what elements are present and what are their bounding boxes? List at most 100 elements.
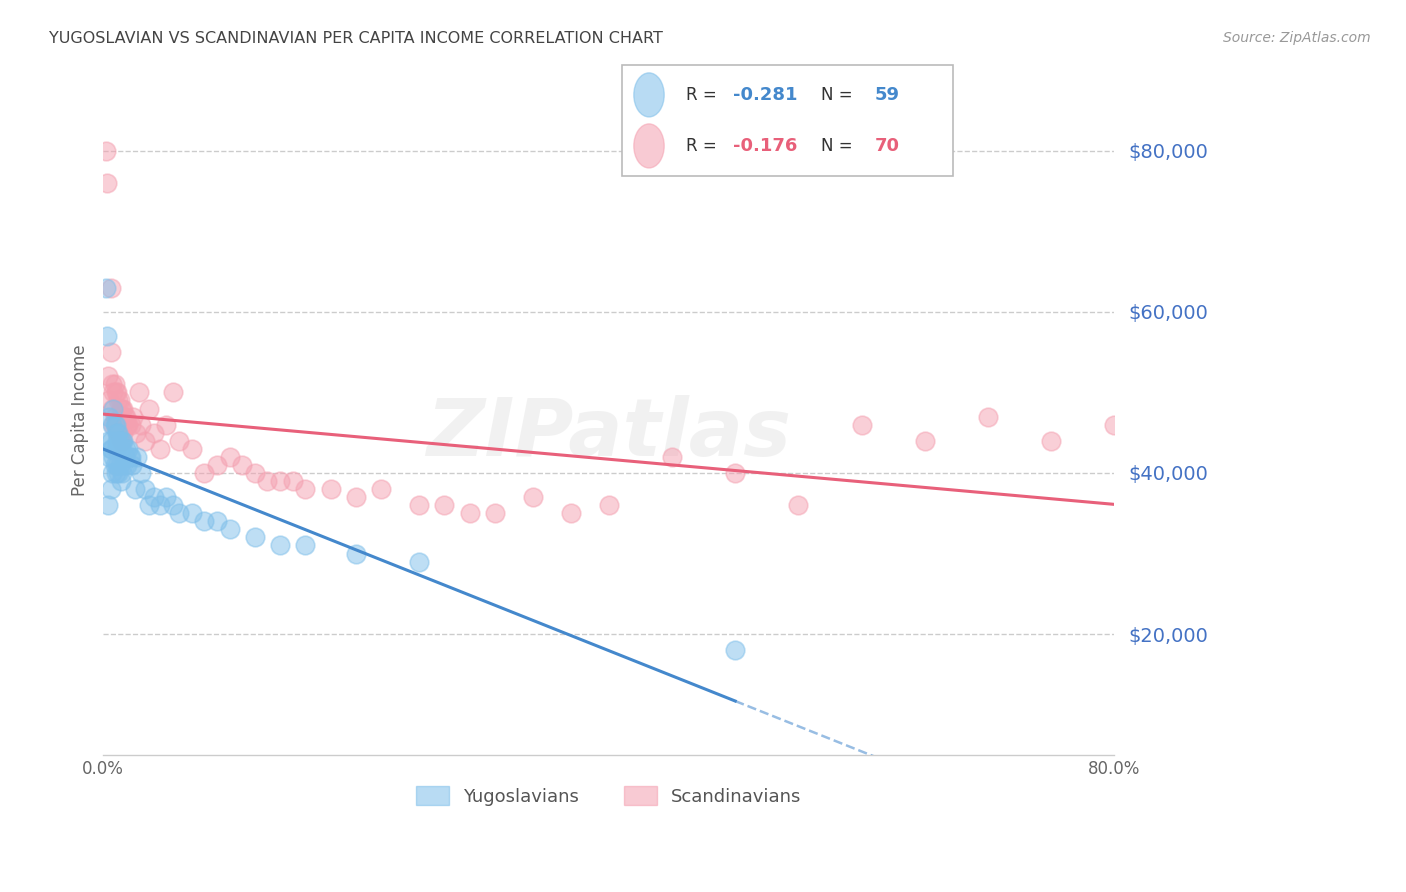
Point	[121, 458, 143, 472]
Point	[560, 506, 582, 520]
Point	[162, 498, 184, 512]
Point	[162, 385, 184, 400]
Point	[100, 345, 122, 359]
Point	[103, 377, 125, 392]
Point	[218, 450, 240, 464]
Point	[344, 490, 367, 504]
Point	[118, 450, 141, 464]
Point	[100, 442, 122, 456]
Point	[107, 425, 129, 440]
Point	[104, 442, 127, 456]
Point	[103, 385, 125, 400]
Point	[134, 482, 156, 496]
Point	[94, 281, 117, 295]
FancyBboxPatch shape	[621, 65, 953, 176]
Point	[661, 450, 683, 464]
Point	[103, 417, 125, 432]
Point	[105, 385, 128, 400]
Legend: Yugoslavians, Scandinavians: Yugoslavians, Scandinavians	[409, 779, 808, 813]
Point	[724, 643, 747, 657]
Point	[96, 329, 118, 343]
Text: N =: N =	[821, 86, 858, 103]
Point	[98, 409, 121, 424]
Point	[167, 506, 190, 520]
Point	[105, 458, 128, 472]
Point	[103, 409, 125, 424]
Point	[104, 466, 127, 480]
Point	[243, 530, 266, 544]
Text: 70: 70	[875, 137, 900, 155]
Point	[108, 434, 131, 448]
Point	[193, 514, 215, 528]
Point	[344, 547, 367, 561]
Point	[149, 442, 172, 456]
Point	[100, 434, 122, 448]
Point	[103, 401, 125, 416]
Point	[408, 498, 430, 512]
Point	[724, 466, 747, 480]
Point	[243, 466, 266, 480]
Point	[433, 498, 456, 512]
Point	[914, 434, 936, 448]
Point	[269, 474, 291, 488]
Point	[484, 506, 506, 520]
Point	[149, 498, 172, 512]
Point	[319, 482, 342, 496]
Point	[205, 458, 228, 472]
Text: N =: N =	[821, 137, 858, 155]
Point	[117, 442, 139, 456]
Point	[115, 442, 138, 456]
Point	[269, 539, 291, 553]
Point	[138, 498, 160, 512]
Point	[100, 482, 122, 496]
Point	[104, 417, 127, 432]
Point	[120, 417, 142, 432]
Point	[105, 417, 128, 432]
Point	[110, 442, 132, 456]
Point	[103, 458, 125, 472]
Point	[107, 393, 129, 408]
Point	[107, 466, 129, 480]
Point	[98, 450, 121, 464]
Point	[977, 409, 1000, 424]
Text: -0.176: -0.176	[734, 137, 797, 155]
Point	[125, 425, 148, 440]
Point	[120, 450, 142, 464]
Point	[108, 458, 131, 472]
Point	[522, 490, 544, 504]
Text: 59: 59	[875, 86, 900, 103]
Text: ZIPatlas: ZIPatlas	[426, 395, 792, 473]
Point	[101, 401, 124, 416]
Point	[101, 417, 124, 432]
Point	[112, 458, 135, 472]
Point	[101, 442, 124, 456]
Point	[111, 401, 134, 416]
Text: -0.281: -0.281	[734, 86, 797, 103]
Point	[142, 425, 165, 440]
Point	[112, 401, 135, 416]
Point	[129, 417, 152, 432]
Point	[103, 450, 125, 464]
Point	[115, 458, 138, 472]
Point	[108, 393, 131, 408]
Point	[114, 450, 136, 464]
Point	[155, 490, 177, 504]
Text: R =: R =	[686, 86, 723, 103]
Point	[105, 434, 128, 448]
Ellipse shape	[634, 73, 664, 117]
Point	[110, 434, 132, 448]
Point	[167, 434, 190, 448]
Point	[112, 434, 135, 448]
Point	[115, 417, 138, 432]
Point	[129, 466, 152, 480]
Point	[127, 450, 149, 464]
Point	[97, 369, 120, 384]
Point	[117, 417, 139, 432]
Text: YUGOSLAVIAN VS SCANDINAVIAN PER CAPITA INCOME CORRELATION CHART: YUGOSLAVIAN VS SCANDINAVIAN PER CAPITA I…	[49, 31, 664, 46]
Text: R =: R =	[686, 137, 723, 155]
Point	[107, 425, 129, 440]
Point	[370, 482, 392, 496]
Point	[180, 506, 202, 520]
Point	[114, 409, 136, 424]
Point	[101, 466, 124, 480]
